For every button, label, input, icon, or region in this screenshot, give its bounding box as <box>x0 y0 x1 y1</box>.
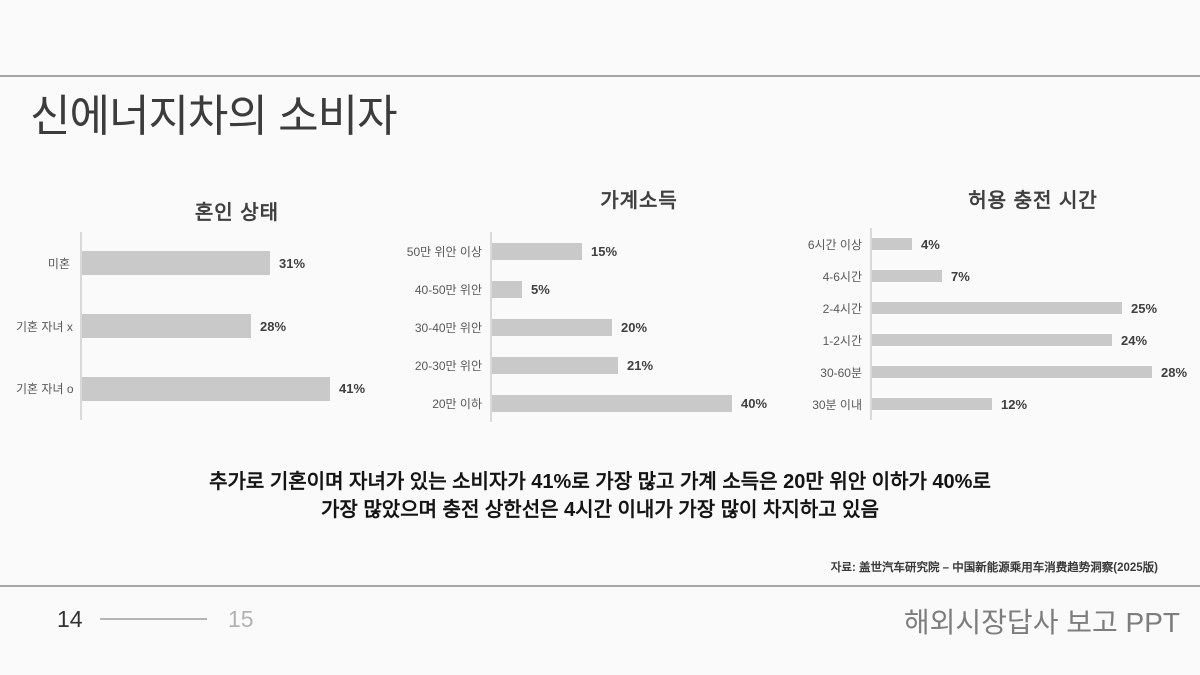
value-label: 28% <box>1161 364 1188 380</box>
chart-row: 50만 위안 이상 15% <box>400 232 788 270</box>
bar-track: 41% <box>80 357 394 421</box>
chart-row: 30분 이내 12% <box>782 388 1196 420</box>
chart-row: 6시간 이상 4% <box>782 228 1196 260</box>
value-label: 4% <box>921 236 940 252</box>
value-label: 25% <box>1131 300 1158 316</box>
bar-track: 25% <box>870 292 1196 324</box>
category-label: 20-30만 위안 <box>414 358 482 373</box>
value-label: 15% <box>591 243 618 259</box>
bar <box>872 238 912 250</box>
chart-row: 30-40만 위안 20% <box>400 308 788 346</box>
chart-title-household-income: 가계소득 <box>600 190 678 212</box>
chart-row: 기혼 자녀 x 28% <box>16 294 394 358</box>
chart-row: 기혼 자녀 o 41% <box>16 357 394 421</box>
category-label: 20만 이하 <box>432 396 482 411</box>
chart-title-marital-status: 혼인 상태 <box>194 202 280 224</box>
category-label: 4-6시간 <box>822 269 862 284</box>
bar <box>872 302 1122 314</box>
category-label: 30-60분 <box>820 365 862 380</box>
chart-charging-time: 허용 충전 시간 6시간 이상 4% 4-6시간 7% 2-4시간 25% 1-2시간 24%… <box>782 184 1196 420</box>
category-label: 30-40만 위안 <box>414 320 482 335</box>
value-label: 40% <box>741 395 768 411</box>
bar-track: 4% <box>870 228 1196 260</box>
bar-track: 7% <box>870 260 1196 292</box>
chart-row: 20-30만 위안 21% <box>400 346 788 384</box>
bar-track: 24% <box>870 324 1196 356</box>
category-label: 6시간 이상 <box>807 237 862 252</box>
value-label: 24% <box>1121 332 1148 348</box>
bar <box>872 366 1152 378</box>
category-label: 1-2시간 <box>822 333 862 348</box>
bar <box>82 376 330 401</box>
chart-household-income: 가계소득 50만 위안 이상 15% 40-50만 위안 5% 30-40만 위안 20%… <box>400 184 788 422</box>
bar-track: 5% <box>490 270 788 308</box>
value-label: 20% <box>621 319 648 335</box>
value-label: 12% <box>1001 396 1028 412</box>
category-label: 기혼 자녀 o <box>16 382 74 397</box>
value-label: 28% <box>260 318 287 334</box>
bar-track: 28% <box>80 294 394 358</box>
bar-track: 12% <box>870 388 1196 420</box>
bar-track: 21% <box>490 346 788 384</box>
page-number-next: 15 <box>228 606 254 632</box>
value-label: 41% <box>339 381 366 397</box>
category-label: 40-50만 위안 <box>414 282 482 297</box>
bar <box>492 356 618 374</box>
bar <box>872 334 1112 346</box>
bar <box>492 318 612 336</box>
chart-row: 미혼 31% <box>16 232 394 295</box>
bar <box>82 251 270 276</box>
chart-plot-area: 50만 위안 이상 15% 40-50만 위안 5% 30-40만 위안 20% 20-30… <box>400 232 788 422</box>
value-label: 7% <box>951 268 970 284</box>
chart-plot-area: 6시간 이상 4% 4-6시간 7% 2-4시간 25% 1-2시간 24% 30-60분 28%… <box>782 228 1196 420</box>
chart-row: 40-50만 위안 5% <box>400 270 788 308</box>
chart-row: 20만 이하 40% <box>400 384 788 422</box>
chart-title-charging-time: 허용 충전 시간 <box>968 190 1098 212</box>
source-citation: 자료: 盖世汽车研究院 – 中国新能源乘用车消费趋势洞察(2025版) <box>830 562 1158 574</box>
deck-title: 해외시장답사 보고 PPT <box>903 607 1180 638</box>
category-label: 30분 이내 <box>812 397 862 412</box>
bar <box>492 394 732 412</box>
insight-line-2: 가장 많았으며 충전 상한선은 4시간 이내가 가장 많이 차지하고 있음 <box>321 499 879 521</box>
bar-track: 28% <box>870 356 1196 388</box>
value-label: 31% <box>279 255 306 271</box>
value-label: 5% <box>531 281 550 297</box>
category-label: 미혼 <box>47 256 70 271</box>
page-number-current: 14 <box>57 606 83 632</box>
top-divider-line <box>0 75 1200 77</box>
chart-row: 4-6시간 7% <box>782 260 1196 292</box>
chart-row: 2-4시간 25% <box>782 292 1196 324</box>
slide-title: 신에너지차의 소비자 <box>30 92 398 141</box>
bar <box>492 280 522 298</box>
chart-row: 1-2시간 24% <box>782 324 1196 356</box>
category-label: 50만 위안 이상 <box>406 244 482 259</box>
bar-track: 31% <box>80 232 394 295</box>
insight-summary-text: 추가로 기혼이며 자녀가 있는 소비자가 41%로 가장 많고 가계 소득은 2… <box>0 468 1200 524</box>
bottom-divider-line <box>0 585 1200 587</box>
bar <box>492 242 582 260</box>
value-label: 21% <box>627 357 654 373</box>
bar <box>82 314 251 338</box>
chart-plot-area: 미혼 31% 기혼 자녀 x 28% 기혼 자녀 o 41% <box>16 232 394 421</box>
insight-line-1: 추가로 기혼이며 자녀가 있는 소비자가 41%로 가장 많고 가계 소득은 2… <box>209 471 991 493</box>
bar <box>872 398 992 410</box>
chart-row: 30-60분 28% <box>782 356 1196 388</box>
bar-track: 15% <box>490 232 788 270</box>
category-label: 2-4시간 <box>822 301 862 316</box>
category-label: 기혼 자녀 x <box>16 319 73 334</box>
chart-marital-status: 혼인 상태 미혼 31% 기혼 자녀 x 28% 기혼 자녀 o 41% <box>16 196 394 421</box>
bar-track: 40% <box>490 384 788 422</box>
bar-track: 20% <box>490 308 788 346</box>
page-number-divider-line <box>100 618 207 620</box>
bar <box>872 270 942 282</box>
